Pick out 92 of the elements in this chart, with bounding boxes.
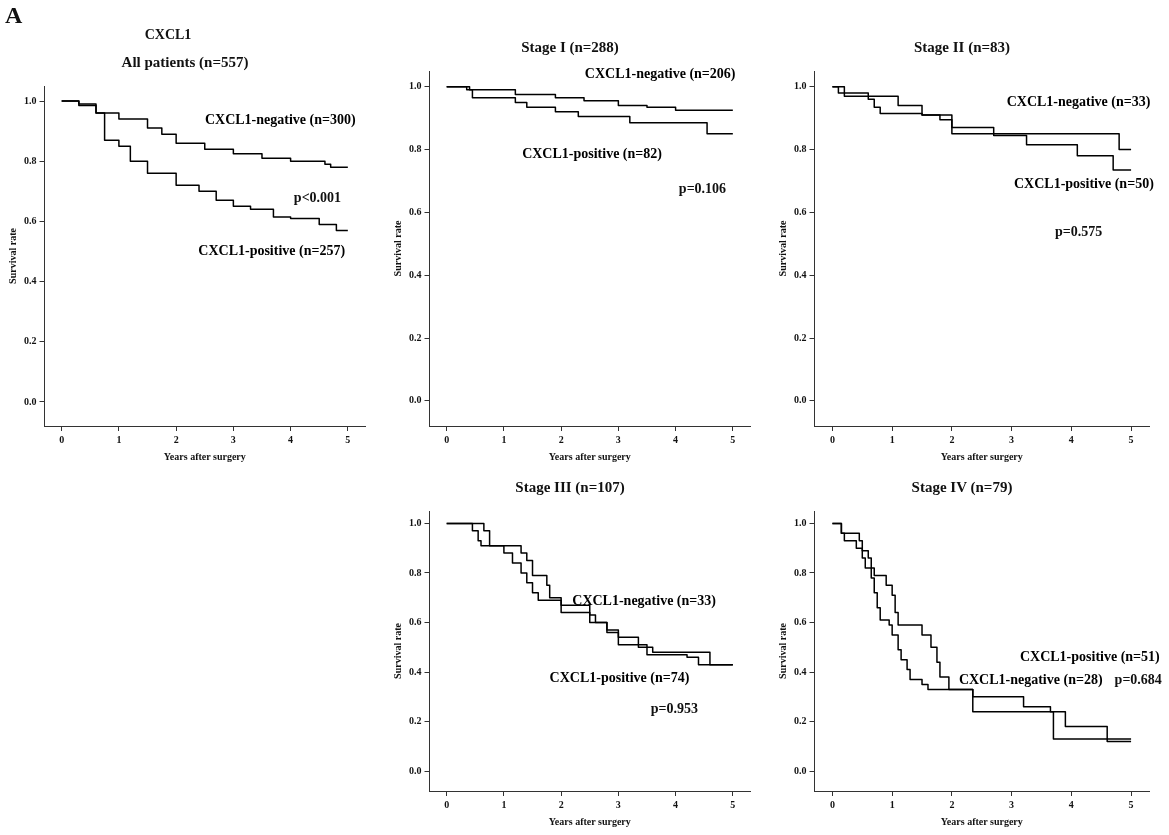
x-tick-label: 3: [615, 433, 621, 445]
y-tick-label: 0.8: [24, 154, 37, 166]
series-label: CXCL1-negative (n=300): [204, 112, 356, 129]
x-axis-title: Years after surgery: [548, 815, 631, 827]
x-tick-label: 0: [444, 798, 450, 810]
y-tick-label: 1.0: [409, 80, 422, 92]
y-tick-label: 0.6: [409, 616, 422, 628]
y-axis-title: Survival rate: [391, 622, 403, 679]
annotation: p<0.001: [293, 190, 342, 207]
y-tick-label: 1.0: [409, 516, 422, 528]
annotation: p=0.106: [678, 181, 727, 198]
text: CXCL1: [144, 27, 192, 43]
y-tick-label: 0.4: [409, 268, 422, 280]
y-axis-title: Survival rate: [6, 227, 18, 284]
x-tick-label: 3: [1009, 798, 1015, 810]
y-axis-title: Survival rate: [391, 220, 403, 277]
x-tick-label: 0: [444, 433, 450, 445]
x-tick-label: 4: [1068, 433, 1074, 445]
x-tick-label: 0: [829, 433, 835, 445]
y-tick-label: 0.8: [794, 143, 807, 155]
x-tick-label: 0: [829, 798, 835, 810]
chart-title: Stage III (n=107): [515, 478, 625, 496]
x-tick-label: 1: [889, 798, 895, 810]
x-tick-label: 1: [501, 433, 507, 445]
series-label: CXCL1-negative (n=28): [958, 672, 1103, 689]
y-tick-label: 0.2: [409, 715, 422, 727]
series-label: CXCL1-positive (n=74): [549, 670, 690, 687]
series-label: CXCL1-negative (n=33): [572, 593, 716, 610]
y-tick-label: 0.4: [794, 665, 807, 677]
y-tick-label: 0.0: [794, 394, 807, 406]
x-tick-label: 3: [230, 433, 236, 445]
chart-title: Stage IV (n=79): [911, 478, 1013, 496]
x-tick-label: 1: [889, 433, 895, 445]
y-tick-label: 0.6: [794, 205, 807, 217]
series-label: CXCL1-negative (n=33): [1006, 94, 1151, 111]
chart-title: Stage II (n=83): [913, 38, 1011, 56]
annotation: p=0.684: [1114, 672, 1162, 689]
x-tick-label: 5: [1128, 433, 1134, 445]
x-tick-label: 2: [173, 433, 179, 445]
x-axis-title: Years after surgery: [163, 450, 246, 462]
series-label: CXCL1-negative (n=206): [584, 66, 736, 83]
x-tick-label: 3: [1009, 433, 1015, 445]
x-tick-label: 0: [59, 433, 65, 445]
annotation: p=0.953: [650, 701, 699, 718]
x-tick-label: 5: [730, 798, 736, 810]
y-tick-label: 0.0: [794, 764, 807, 776]
y-tick-label: 0.2: [409, 331, 422, 343]
x-axis-title: Years after surgery: [548, 450, 631, 462]
x-tick-label: 2: [558, 798, 564, 810]
chart-title: All patients (n=557): [121, 53, 249, 71]
y-tick-label: 0.8: [409, 143, 422, 155]
text: CXCL1-positive (n=51): [1019, 648, 1160, 665]
y-axis-title: Survival rate: [776, 220, 788, 277]
x-tick-label: 2: [558, 433, 564, 445]
y-tick-label: 1.0: [794, 516, 807, 528]
y-tick-label: 0.4: [24, 275, 37, 287]
x-tick-label: 5: [345, 433, 351, 445]
x-tick-label: 4: [1068, 798, 1074, 810]
y-tick-label: 0.8: [409, 566, 422, 578]
x-axis-title: Years after surgery: [940, 815, 1023, 827]
y-tick-label: 0.2: [24, 335, 37, 347]
x-tick-label: 4: [673, 798, 679, 810]
y-tick-label: 0.0: [24, 395, 37, 407]
y-tick-label: 0.6: [24, 214, 37, 226]
text: A: [5, 2, 23, 29]
y-tick-label: 0.0: [409, 764, 422, 776]
y-tick-label: 1.0: [24, 94, 37, 106]
x-tick-label: 2: [949, 433, 955, 445]
series-label: CXCL1-positive (n=50): [1013, 176, 1154, 193]
x-axis-title: Years after surgery: [940, 450, 1023, 462]
y-axis-title: Survival rate: [776, 622, 788, 679]
annotation: p=0.575: [1054, 223, 1103, 240]
x-tick-label: 4: [288, 433, 294, 445]
x-tick-label: 1: [501, 798, 507, 810]
x-tick-label: 5: [730, 433, 736, 445]
x-tick-label: 2: [949, 798, 955, 810]
y-tick-label: 0.2: [794, 331, 807, 343]
y-tick-label: 1.0: [794, 80, 807, 92]
y-tick-label: 0.6: [409, 205, 422, 217]
series-label: CXCL1-positive (n=82): [522, 145, 662, 162]
y-tick-label: 0.0: [409, 394, 422, 406]
series-label: CXCL1-positive (n=257): [198, 243, 346, 260]
x-tick-label: 5: [1128, 798, 1134, 810]
y-tick-label: 0.4: [409, 665, 422, 677]
x-tick-label: 1: [116, 433, 122, 445]
chart-title: Stage I (n=288): [521, 38, 619, 56]
x-tick-label: 3: [615, 798, 621, 810]
y-tick-label: 0.6: [794, 616, 807, 628]
y-tick-label: 0.2: [794, 715, 807, 727]
y-tick-label: 0.4: [794, 268, 807, 280]
x-tick-label: 4: [673, 433, 679, 445]
y-tick-label: 0.8: [794, 566, 807, 578]
